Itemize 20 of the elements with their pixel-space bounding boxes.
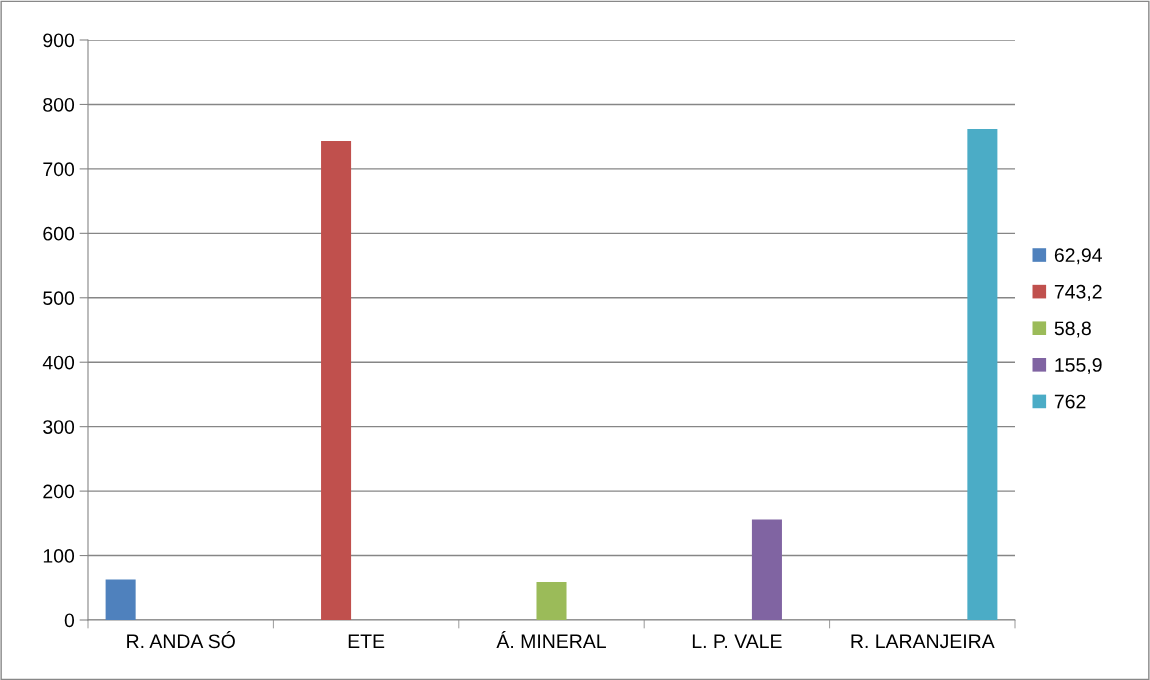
y-tick-label: 700 xyxy=(43,162,75,177)
y-tick-label: 100 xyxy=(43,549,75,563)
x-tick-label: L. P. VALE xyxy=(692,634,782,648)
legend-label: 58,8 xyxy=(1054,321,1091,338)
y-tick-label: 300 xyxy=(43,420,75,434)
y-tick-label: 500 xyxy=(43,291,75,306)
y-tick-label: 0 xyxy=(64,613,75,628)
legend-label: 762 xyxy=(1054,394,1086,409)
y-tick-label: 400 xyxy=(42,355,75,370)
x-tick-label: ETE xyxy=(348,634,385,648)
x-tick-label: R. LARANJEIRA xyxy=(851,634,995,649)
legend-label: 743,2 xyxy=(1054,284,1102,301)
legend-label: 62,94 xyxy=(1054,248,1102,265)
legend-label: 155,9 xyxy=(1055,358,1102,375)
y-tick-label: 900 xyxy=(43,33,75,48)
x-tick-label: Á. MINERAL xyxy=(496,631,606,648)
x-tick-label: R. ANDA SÓ xyxy=(127,631,235,649)
y-tick-label: 200 xyxy=(43,484,75,499)
y-tick-label: 600 xyxy=(43,226,75,241)
y-tick-label: 800 xyxy=(43,97,75,112)
